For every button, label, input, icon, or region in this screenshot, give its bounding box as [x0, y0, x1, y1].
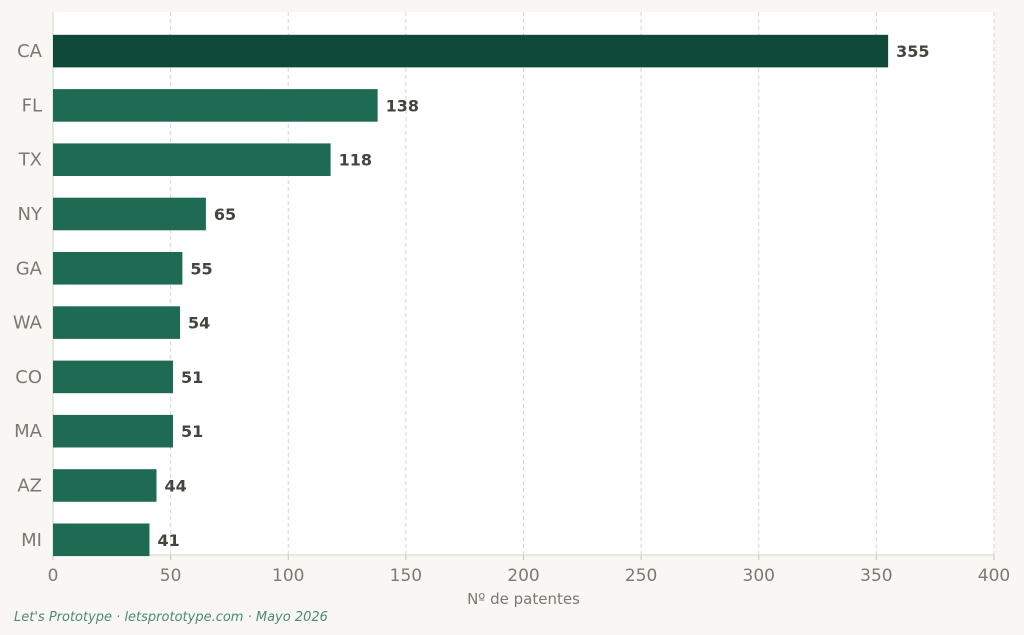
y-tick-label: WA — [13, 313, 43, 334]
x-axis-title: Nº de patentes — [467, 590, 580, 608]
x-tick-label: 400 — [978, 566, 1010, 586]
value-labels: 355 138 118 65 55 54 51 51 44 41 — [157, 42, 929, 550]
x-tick-label: 300 — [743, 566, 775, 586]
value-label: 138 — [386, 96, 419, 115]
bar-fl — [53, 89, 378, 122]
y-tick-label: NY — [18, 204, 43, 225]
value-label: 54 — [188, 314, 210, 333]
y-tick-label: CA — [17, 41, 43, 62]
bar-az — [53, 469, 157, 502]
x-tick-label: 200 — [507, 566, 539, 586]
x-tick-label: 100 — [272, 566, 304, 586]
y-tick-label: MA — [14, 421, 43, 442]
bar-ma — [53, 414, 173, 448]
bar-tx — [53, 143, 331, 176]
value-label: 118 — [339, 151, 372, 170]
value-label: 51 — [181, 368, 203, 387]
value-label: 44 — [165, 476, 187, 495]
value-label: 41 — [157, 531, 179, 550]
y-tick-label: TX — [18, 150, 42, 171]
y-tick-label: FL — [22, 95, 42, 116]
x-tick-label: 150 — [390, 566, 422, 586]
y-tick-label: GA — [16, 258, 43, 279]
x-tick-label: 250 — [625, 566, 657, 586]
bar-ga — [53, 252, 183, 285]
x-tick-label: 50 — [160, 566, 182, 586]
bar-mi — [53, 523, 150, 557]
bar-co — [53, 360, 173, 394]
value-label: 355 — [896, 42, 929, 61]
value-label: 51 — [181, 422, 203, 441]
footer-credit: Let's Prototype · letsprototype.com · Ma… — [14, 610, 328, 625]
bar-ca — [53, 34, 889, 68]
x-tick-label: 0 — [48, 566, 59, 586]
bars — [53, 34, 889, 557]
y-tick-label: CO — [15, 367, 42, 388]
y-tick-labels: CA FL TX NY GA WA CO MA AZ MI — [13, 41, 43, 551]
bar-wa — [53, 306, 181, 339]
value-label: 65 — [214, 205, 236, 224]
y-tick-label: AZ — [17, 475, 42, 496]
bar-ny — [53, 197, 206, 231]
x-tick-label: 350 — [860, 566, 892, 586]
value-label: 55 — [190, 259, 212, 278]
y-tick-label: MI — [21, 530, 42, 551]
x-tick-labels: 0 50 100 150 200 250 300 350 400 — [48, 566, 1011, 586]
